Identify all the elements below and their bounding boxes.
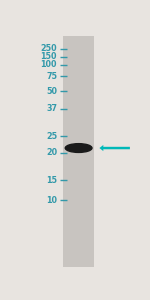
Text: 25: 25 [46, 132, 57, 141]
Text: 20: 20 [46, 148, 57, 157]
Text: 10: 10 [46, 196, 57, 205]
Text: 50: 50 [46, 87, 57, 96]
Bar [63, 36, 94, 267]
Ellipse shape [65, 144, 92, 152]
Text: 150: 150 [41, 52, 57, 61]
Text: 15: 15 [46, 176, 57, 185]
Text: 37: 37 [46, 104, 57, 113]
Text: 100: 100 [41, 60, 57, 69]
Text: 250: 250 [40, 44, 57, 53]
Text: 75: 75 [46, 72, 57, 81]
